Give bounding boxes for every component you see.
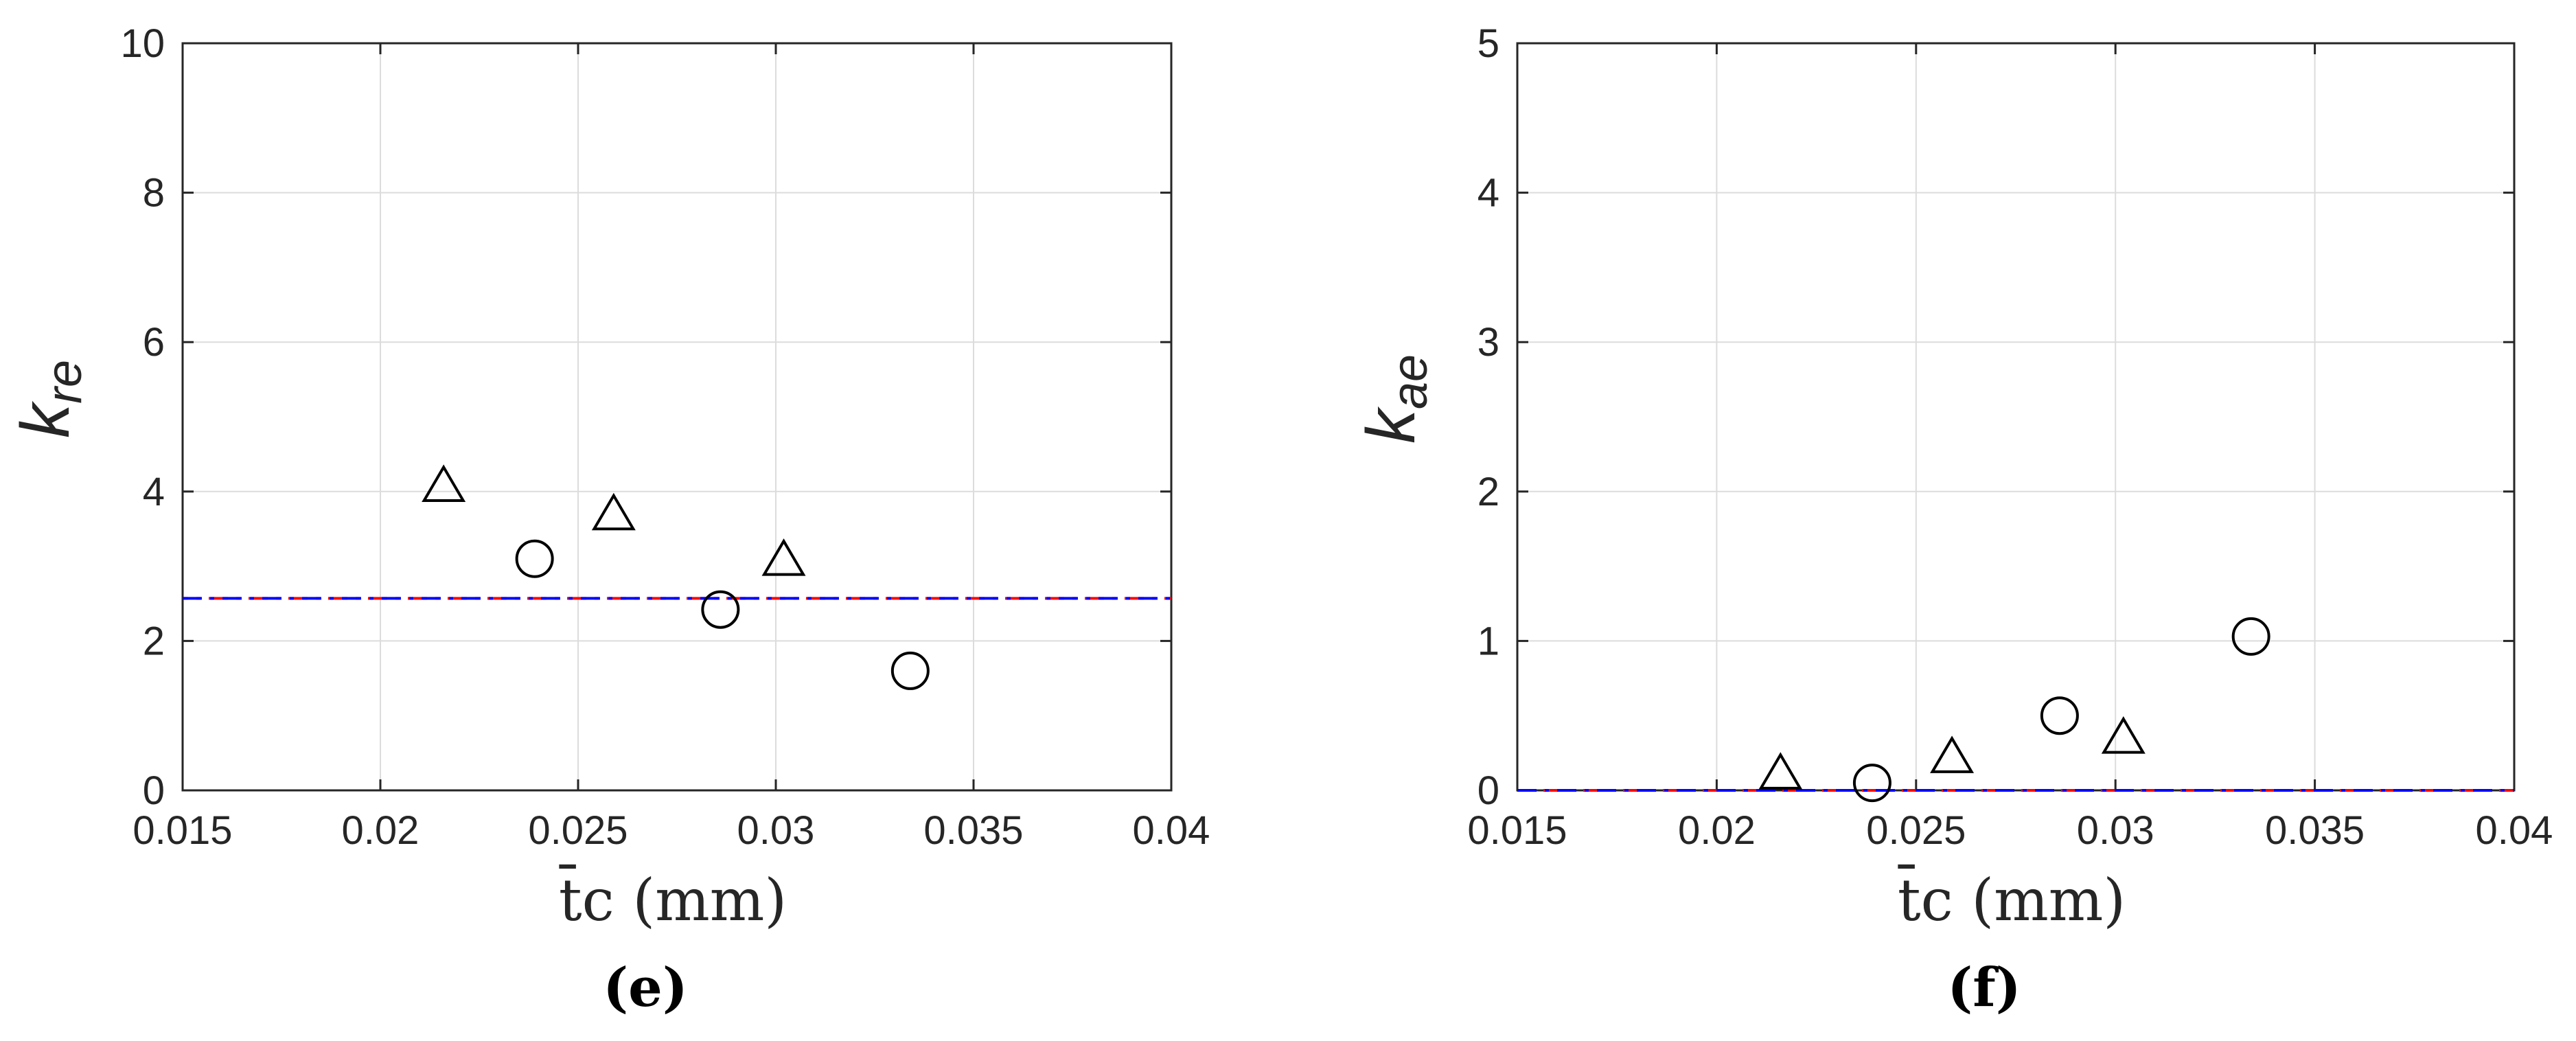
panel-e-circle-marker <box>515 539 554 578</box>
panel-e-y-tick-label: 2 <box>143 619 165 663</box>
panel-e-y-tick-label: 0 <box>143 768 165 813</box>
panel-e-triangle-marker <box>591 492 636 531</box>
panel-e-x-tick-label: 0.025 <box>528 808 628 853</box>
panel-f: 0.015 0.02 0.025 0.03 0.035 0.04 0 1 2 3 4 5 kae t̄… <box>1353 21 2553 1019</box>
panel-e-x-tick-label: 0.03 <box>737 808 815 853</box>
panel-e-triangle-marker <box>761 538 806 576</box>
panel-e-x-tick-label: 0.015 <box>133 808 232 853</box>
panel-e-x-tick-label: 0.04 <box>1133 808 1210 853</box>
panel-e-plot-area: 0.015 0.02 0.025 0.03 0.035 0.04 0 2 4 6 8 10 <box>120 21 1210 853</box>
panel-f-x-tick-label: 0.035 <box>2265 808 2365 853</box>
panel-f-triangle-marker <box>1758 752 1803 790</box>
panel-f-axes-frame <box>1516 42 2516 792</box>
panel-f-x-tick-label: 0.025 <box>1866 808 1966 853</box>
panel-f-circle-marker <box>2040 696 2079 735</box>
panel-e-circle-marker <box>701 590 740 629</box>
panel-e-y-tick-label: 4 <box>143 470 165 514</box>
panel-e: 0.015 0.02 0.025 0.03 0.035 0.04 0 2 4 6 8 10 kre t… <box>7 21 1210 1019</box>
panel-e-y-tick-label: 10 <box>120 21 165 66</box>
panel-f-x-axis-label: t̄c (mm) <box>1898 864 2126 934</box>
panel-e-plot-background <box>183 43 1171 790</box>
panel-f-y-axis-label: kae <box>1353 354 1438 444</box>
panel-e-y-axis-label: kre <box>7 360 92 438</box>
panel-f-x-tick-label: 0.015 <box>1467 808 1567 853</box>
panel-e-x-axis-label: t̄c (mm) <box>559 864 787 934</box>
panel-f-y-tick-label: 1 <box>1477 619 1499 663</box>
panel-f-y-tick-label: 2 <box>1477 470 1499 514</box>
panel-f-circle-marker <box>2231 617 2270 656</box>
panel-f-x-tick-label: 0.04 <box>2476 808 2553 853</box>
panel-f-triangle-marker <box>2101 716 2146 754</box>
panel-e-triangle-marker <box>422 464 466 502</box>
panel-f-y-tick-label: 4 <box>1477 171 1499 216</box>
panel-f-x-tick-label: 0.03 <box>2077 808 2154 853</box>
panel-f-plot-background <box>1517 43 2514 790</box>
panel-e-x-tick-label: 0.035 <box>923 808 1023 853</box>
panel-f-circle-marker <box>1852 764 1891 803</box>
panel-f-triangle-marker <box>1930 735 1975 773</box>
panel-e-label: (e) <box>603 957 687 1019</box>
panel-e-y-tick-label: 6 <box>143 320 165 365</box>
panel-f-x-tick-label: 0.02 <box>1678 808 1756 853</box>
panel-f-plot-area: 0.015 0.02 0.025 0.03 0.035 0.04 0 1 2 3 4 5 <box>1467 21 2553 853</box>
panel-f-y-tick-label: 0 <box>1477 768 1499 813</box>
panel-e-axes-frame <box>181 42 1173 792</box>
panel-e-x-tick-label: 0.02 <box>342 808 419 853</box>
panel-f-y-tick-label: 5 <box>1477 21 1499 66</box>
panel-e-y-tick-label: 8 <box>143 171 165 216</box>
panel-f-y-tick-label: 3 <box>1477 320 1499 365</box>
panel-f-label: (f) <box>1947 957 2021 1019</box>
panel-e-circle-marker <box>890 651 930 690</box>
